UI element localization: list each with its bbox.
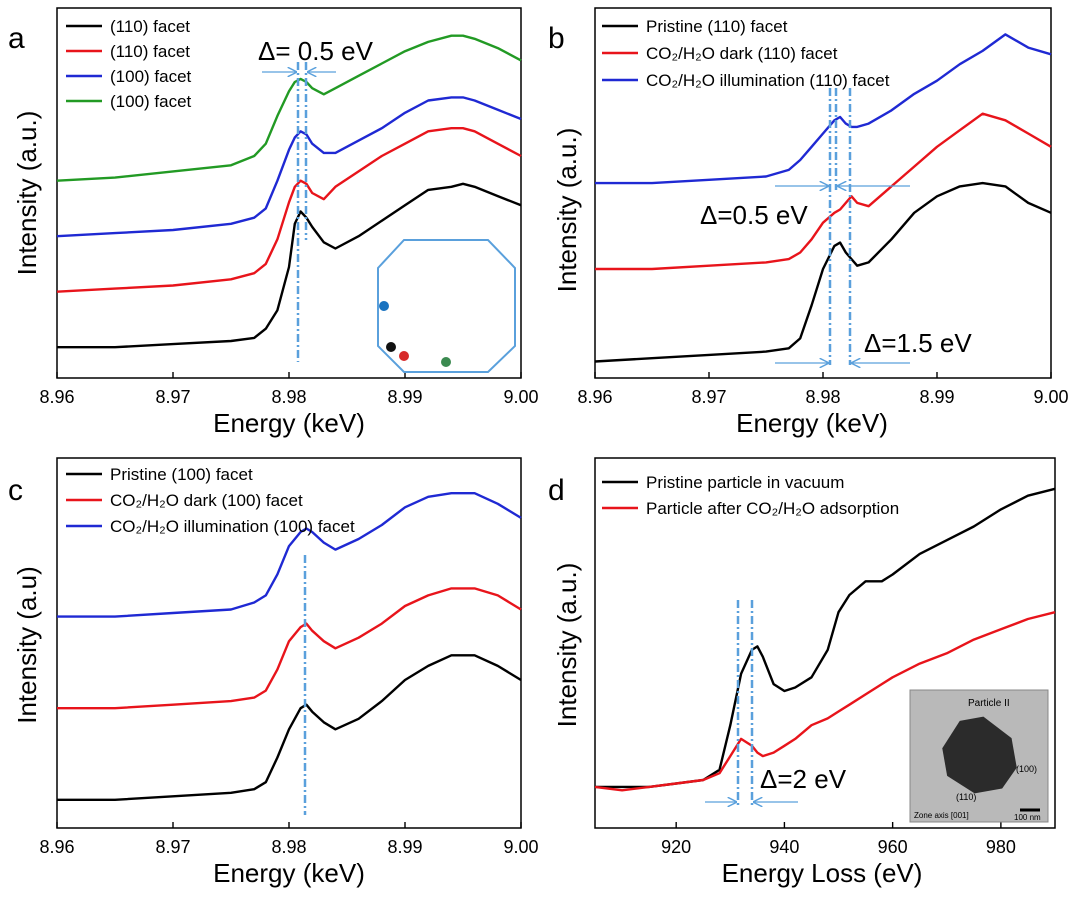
- x-tick-label: 8.96: [577, 387, 612, 407]
- x-tick-label: 8.97: [155, 837, 190, 857]
- inset-dot-green: [441, 357, 451, 367]
- x-axis-label: Energy (keV): [213, 858, 365, 888]
- inset-dot-black: [386, 342, 396, 352]
- x-axis-label: Energy (keV): [736, 408, 888, 438]
- legend-label-1: Pristine (100) facet: [110, 465, 253, 484]
- x-tick-label: 8.96: [39, 387, 74, 407]
- series-line-3: [57, 492, 522, 618]
- inset-label-110: (110): [956, 792, 976, 802]
- legend-label-3: CO₂/H₂O illumination (100) facet: [110, 517, 355, 536]
- panel-d: 920 940 960 980 Pristine particle in vacuum…: [552, 457, 1056, 888]
- delta-label: Δ= 0.5 eV: [258, 36, 374, 66]
- x-tick-label: 8.97: [691, 387, 726, 407]
- legend: Pristine (100) facet CO₂/H₂O dark (100) f…: [66, 465, 355, 536]
- panel-letter-b: b: [548, 22, 565, 55]
- panel-c: 8.96 8.97 8.98 8.99 9.00 Pristine (100) face…: [12, 457, 539, 888]
- x-tick-label: 920: [661, 837, 691, 857]
- legend-label-2: Particle after CO₂/H₂O adsorption: [646, 499, 899, 518]
- tem-inset: Particle II (100) (110) Zone axis [001] …: [909, 689, 1049, 823]
- plot-marks: [56, 34, 522, 349]
- plot-marks: [594, 487, 1056, 792]
- legend-label-1: Pristine particle in vacuum: [646, 473, 844, 492]
- x-axis-label: Energy (keV): [213, 408, 365, 438]
- x-ticks: 8.96 8.97 8.98 8.99 9.00: [39, 372, 539, 407]
- y-axis-label: Intensity (a.u): [12, 566, 42, 724]
- x-tick-label: 940: [769, 837, 799, 857]
- plot-marks: [594, 33, 1052, 363]
- panel-letter-d: d: [548, 474, 565, 507]
- series-line-2: [56, 126, 522, 293]
- x-tick-label: 9.00: [503, 387, 538, 407]
- legend-label-2: CO₂/H₂O dark (100) facet: [110, 491, 303, 510]
- series-line-1: [594, 181, 1052, 363]
- x-tick-label: 8.99: [387, 387, 422, 407]
- panel-letter-c: c: [8, 474, 23, 507]
- x-ticks: 8.96 8.97 8.98 8.99 9.00: [39, 822, 539, 857]
- legend: Pristine (110) facet CO₂/H₂O dark (110) f…: [602, 17, 890, 90]
- x-tick-label: 980: [986, 837, 1016, 857]
- y-axis-label: Intensity (a.u.): [552, 128, 582, 293]
- delta-label-upper: Δ=0.5 eV: [700, 200, 808, 230]
- delta-label-lower: Δ=1.5 eV: [864, 328, 972, 358]
- inset-title: Particle II: [968, 698, 1010, 709]
- plot-frame: [594, 457, 1056, 829]
- series-line-2: [595, 112, 1052, 271]
- panel-letter-a: a: [8, 22, 25, 55]
- plot-frame: [594, 7, 1052, 379]
- x-tick-label: 8.97: [155, 387, 190, 407]
- scale-bar-label: 100 nm: [1014, 813, 1041, 822]
- x-tick-label: 960: [878, 837, 908, 857]
- x-ticks: 920 940 960 980: [661, 822, 1016, 857]
- legend-label-1: Pristine (110) facet: [646, 17, 788, 36]
- legend-label-3: (100) facet: [110, 67, 192, 86]
- plot-marks: [57, 492, 522, 801]
- delta-label: Δ=2 eV: [760, 764, 847, 794]
- series-line-3: [595, 33, 1052, 185]
- inset-zone-axis: Zone axis [001]: [914, 811, 969, 820]
- inset-dot-red: [399, 351, 409, 361]
- legend-label-3: CO₂/H₂O illumination (110) facet: [646, 71, 890, 90]
- series-line-2: [57, 587, 522, 710]
- series-line-3: [56, 96, 522, 238]
- x-tick-label: 9.00: [1033, 387, 1068, 407]
- legend-label-4: (100) facet: [110, 92, 192, 111]
- legend: Pristine particle in vacuum Particle afte…: [602, 473, 899, 518]
- particle-image: [942, 716, 1017, 794]
- panel-a: 8.96 8.97 8.98 8.99 9.00 (110) facet(110) fa…: [12, 7, 539, 438]
- inset-dot-blue: [379, 301, 389, 311]
- series-line-1: [57, 182, 522, 349]
- x-tick-label: 8.96: [39, 837, 74, 857]
- panel-b: 8.96 8.97 8.98 8.99 9.00 Pristine (110) face…: [552, 7, 1069, 438]
- series-line-1: [57, 654, 522, 801]
- x-tick-label: 8.98: [805, 387, 840, 407]
- legend: (110) facet (110) facet (100) facet (100) f…: [66, 17, 192, 111]
- x-ticks: 8.96 8.97 8.98 8.99 9.00: [577, 372, 1069, 407]
- legend-label-1: (110) facet: [110, 17, 190, 36]
- x-tick-label: 8.98: [271, 837, 306, 857]
- y-axis-label: Intensity (a.u.): [552, 563, 582, 728]
- x-tick-label: 8.98: [271, 387, 306, 407]
- x-tick-label: 8.99: [387, 837, 422, 857]
- particle-inset: [377, 239, 516, 373]
- inset-label-100: (100): [1016, 764, 1037, 774]
- x-tick-label: 8.99: [919, 387, 954, 407]
- series-line-2: [594, 611, 1056, 792]
- x-axis-label: Energy Loss (eV): [722, 858, 923, 888]
- x-tick-label: 9.00: [503, 837, 538, 857]
- legend-label-2: CO₂/H₂O dark (110) facet: [646, 44, 838, 63]
- series-line-4: [56, 34, 522, 182]
- y-axis-label: Intensity (a.u.): [12, 111, 42, 276]
- legend-label-2: (110) facet: [110, 42, 190, 61]
